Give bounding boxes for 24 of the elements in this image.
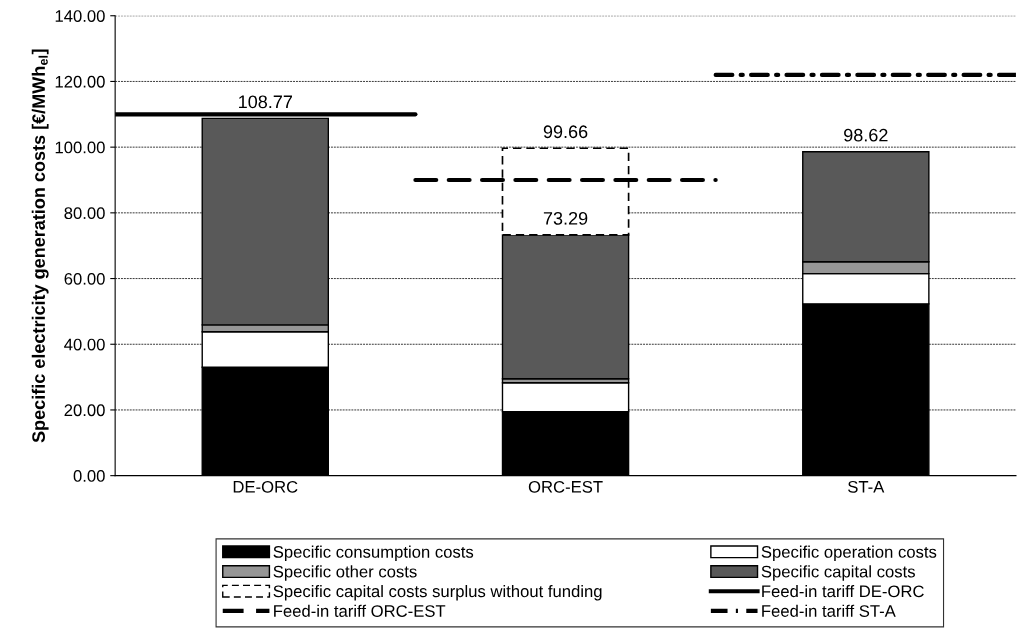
x-tick-label: ST-A <box>848 480 885 493</box>
x-tick-label: ORC-EST <box>528 480 603 493</box>
total-label: 99.66 <box>543 125 588 139</box>
y-tick-label: 140.00 <box>55 10 105 22</box>
total-label: 98.62 <box>844 128 888 142</box>
y-axis-title: Specific electricity generation costs [€/MWh$_{el}$] <box>31 49 49 443</box>
annotation: 73.29 <box>543 211 588 225</box>
y-tick-label: 60.00 <box>64 272 105 285</box>
legend-label: Specific consumption costs <box>273 545 474 562</box>
legend-label: Specific capital costs surplus without funding <box>273 584 602 601</box>
y-tick-label: 80.00 <box>64 207 105 220</box>
x-tick-label: DE-ORC <box>233 480 298 493</box>
legend-label: Specific other costs <box>273 565 417 581</box>
y-tick-label: 40.00 <box>64 338 105 351</box>
y-tick-label: 120.00 <box>55 75 105 88</box>
y-tick-label: 20.00 <box>64 404 105 417</box>
legend-label: Specific operation costs <box>761 545 937 562</box>
y-tick-label: 0.00 <box>73 470 105 482</box>
total-label: 108.77 <box>239 95 292 109</box>
legend-label: Feed-in tariff ST-A <box>762 604 896 617</box>
legend-label: Specific capital costs <box>761 565 915 581</box>
legend-label: Feed-in tariff ORC-EST <box>274 604 446 617</box>
y-tick-label: 100.00 <box>55 141 105 154</box>
legend-label: Feed-in tariff DE-ORC <box>762 584 924 598</box>
